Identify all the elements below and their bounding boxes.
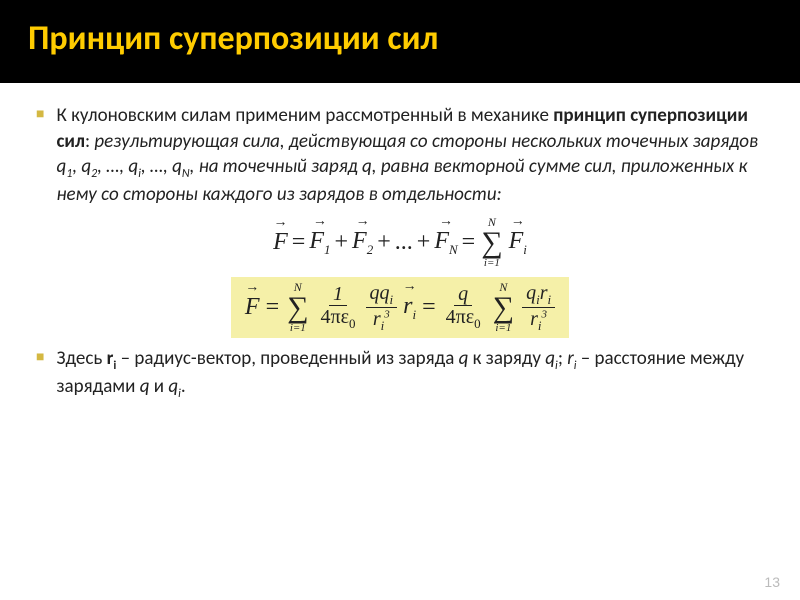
page-number: 13 <box>764 574 780 590</box>
bullet-icon: ■ <box>36 350 44 402</box>
bullet-2: ■ Здесь ri – радиус-вектор, проведенный … <box>36 346 764 402</box>
slide-body: ■ К кулоновским силам применим рассмотре… <box>0 83 800 402</box>
bullet-1-text: К кулоновским силам применим рассмотренн… <box>56 103 764 208</box>
slide-title: Принцип суперпозиции сил <box>28 18 772 59</box>
bullet-2-text: Здесь ri – радиус-вектор, проведенный из… <box>56 346 764 402</box>
bullet-icon: ■ <box>36 107 44 208</box>
bullet-1: ■ К кулоновским силам применим рассмотре… <box>36 103 764 208</box>
equation-2: F = N ∑ i=1 1 4πε0 qqi ri3 ri = q <box>36 277 764 338</box>
equation-1: F = F1 + F2 + ... + FN = N ∑ i=1 Fi <box>36 216 764 269</box>
slide-header: Принцип суперпозиции сил <box>0 0 800 83</box>
